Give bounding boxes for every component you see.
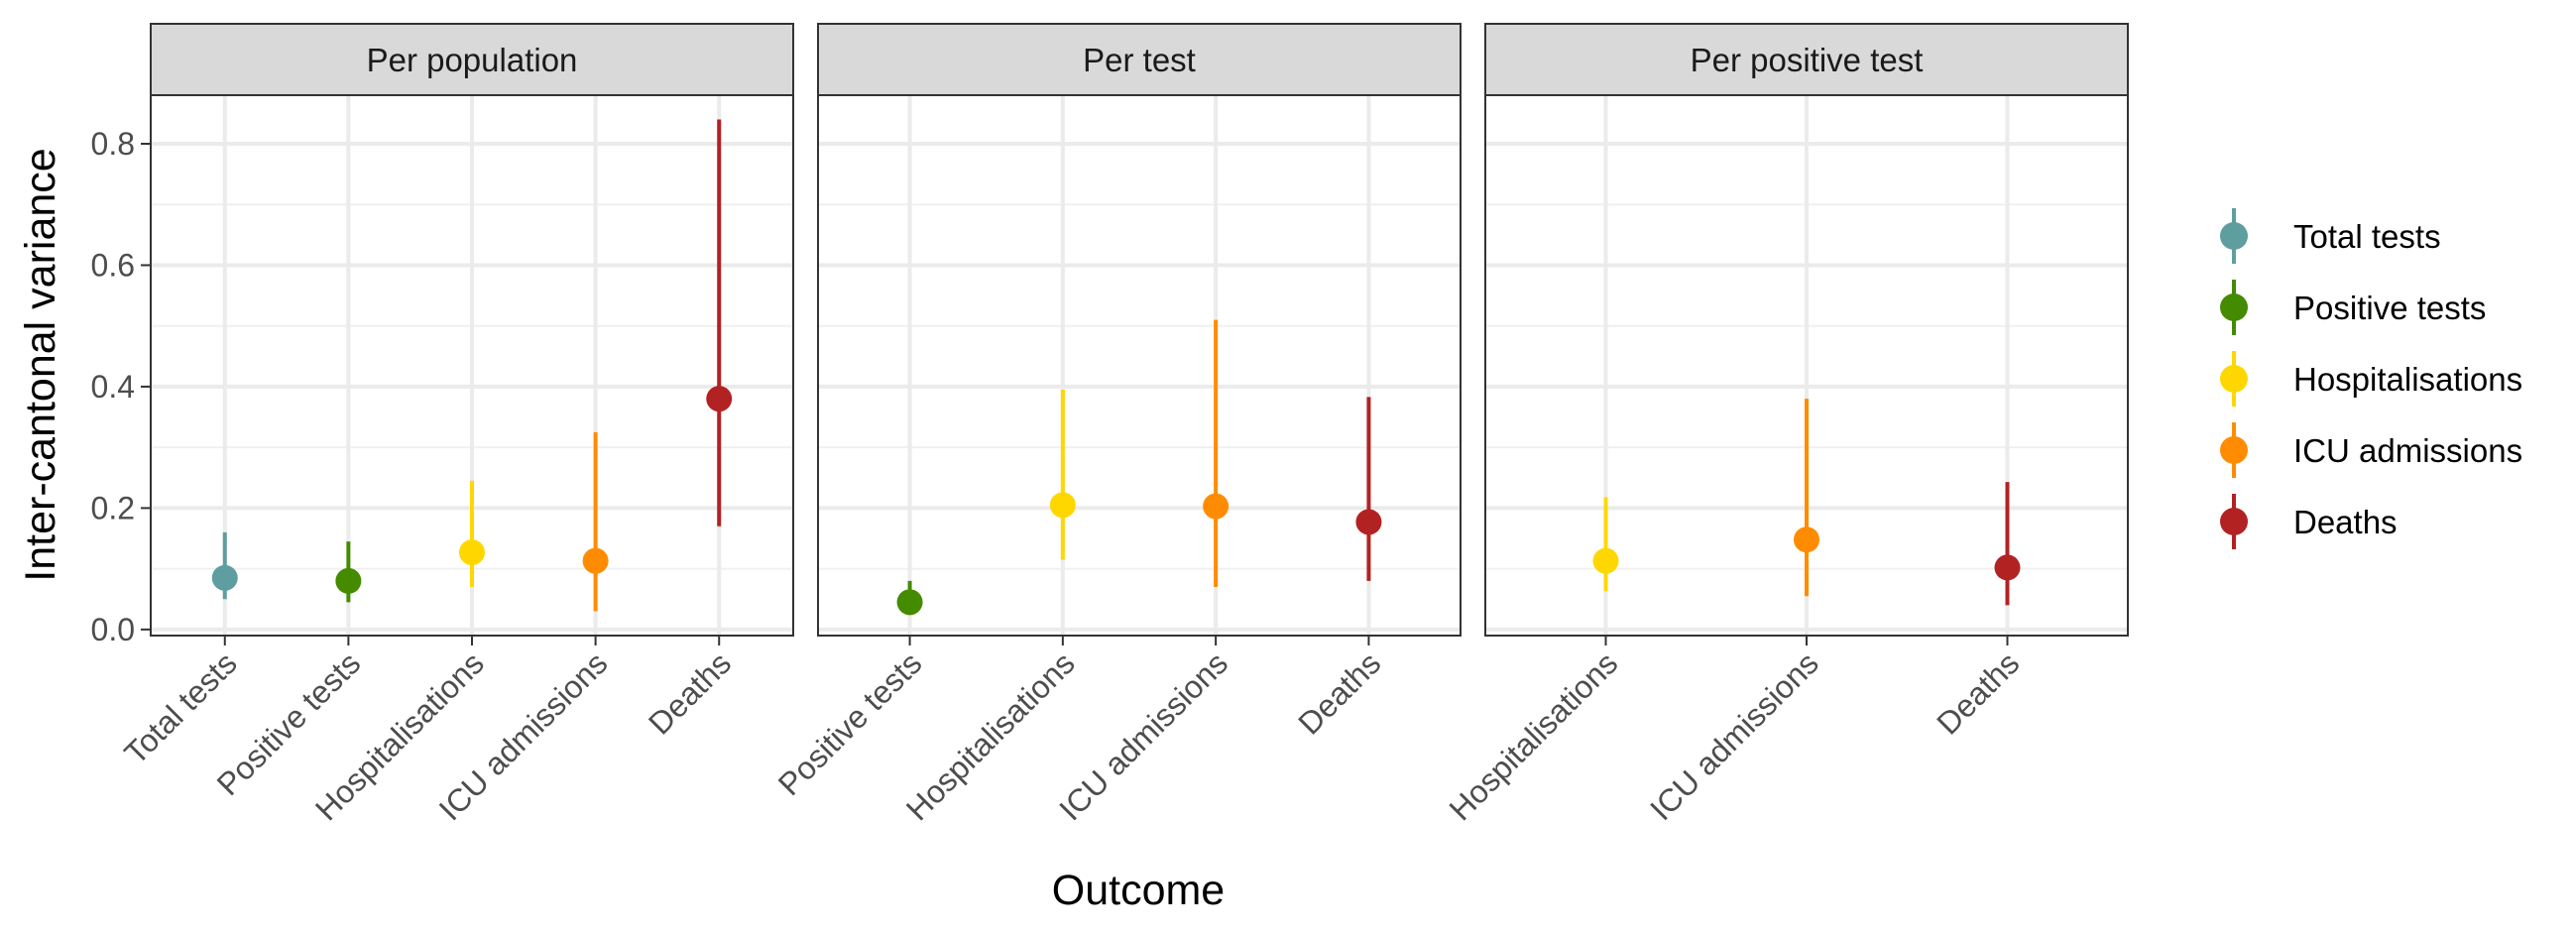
panel-title: Per test <box>1083 42 1196 78</box>
y-tick-label: 0.8 <box>91 126 135 162</box>
panel-per-positive-test: Per positive test Hospitalisations ICU adm… <box>1443 23 2129 827</box>
x-tick-label: Hospitalisations <box>1443 644 1625 827</box>
y-axis-title: Inter-cantonal variance <box>17 148 64 581</box>
panel-background <box>818 95 1461 636</box>
y-tick-label: 0.4 <box>91 369 135 405</box>
legend-item-total-tests: Total tests <box>2220 208 2441 264</box>
point-positive-tests <box>896 589 923 616</box>
legend-label: Deaths <box>2293 504 2398 540</box>
legend-key-point <box>2220 365 2248 393</box>
x-tick-label: Positive tests <box>771 644 929 802</box>
legend-key-point <box>2220 436 2248 464</box>
x-tick-label: Deaths <box>642 644 738 741</box>
legend-label: Total tests <box>2293 218 2441 255</box>
y-tick-label: 0.6 <box>91 247 135 283</box>
point-deaths <box>1994 554 2021 581</box>
legend-item-icu-admissions: ICU admissions <box>2220 422 2522 478</box>
legend-item-positive-tests: Positive tests <box>2220 280 2486 335</box>
x-tick-label: Total tests <box>117 644 243 770</box>
legend-label: ICU admissions <box>2293 432 2522 469</box>
panel-border <box>817 94 1462 637</box>
point-icu-admissions <box>582 547 609 574</box>
point-icu-admissions <box>1203 493 1229 520</box>
panel-strip <box>1484 23 2129 96</box>
legend-label: Hospitalisations <box>2293 361 2522 398</box>
point-hospitalisations <box>1592 547 1619 574</box>
point-deaths <box>706 386 733 412</box>
panel-title: Per positive test <box>1691 42 1924 78</box>
x-tick-label: Deaths <box>1291 644 1387 741</box>
point-icu-admissions <box>1794 526 1819 553</box>
point-positive-tests <box>335 567 362 594</box>
legend-key-point <box>2220 222 2248 250</box>
legend-key-point <box>2220 508 2248 535</box>
legend: Total tests Positive tests Hospitalisation… <box>2220 208 2522 549</box>
y-axis: 0.0 0.2 0.4 0.6 0.8 <box>91 126 151 647</box>
panels-layer: Per population Total tests Positive tests H… <box>117 23 2129 827</box>
x-tick-label: ICU admissions <box>1052 644 1234 827</box>
legend-item-hospitalisations: Hospitalisations <box>2220 351 2522 407</box>
x-tick-label: Deaths <box>1930 644 2026 741</box>
point-hospitalisations <box>1049 492 1076 519</box>
legend-key-point <box>2220 293 2248 321</box>
point-hospitalisations <box>459 539 485 566</box>
point-total-tests <box>211 564 238 591</box>
y-tick-label: 0.0 <box>91 612 135 647</box>
panel-strip <box>150 23 794 96</box>
point-deaths <box>1355 509 1382 535</box>
y-tick-label: 0.2 <box>91 490 135 526</box>
legend-item-deaths: Deaths <box>2220 494 2398 549</box>
legend-label: Positive tests <box>2293 290 2486 326</box>
panel-title: Per population <box>367 42 578 78</box>
x-tick-label: ICU admissions <box>1643 644 1825 827</box>
x-axis-title: Outcome <box>1052 867 1225 914</box>
